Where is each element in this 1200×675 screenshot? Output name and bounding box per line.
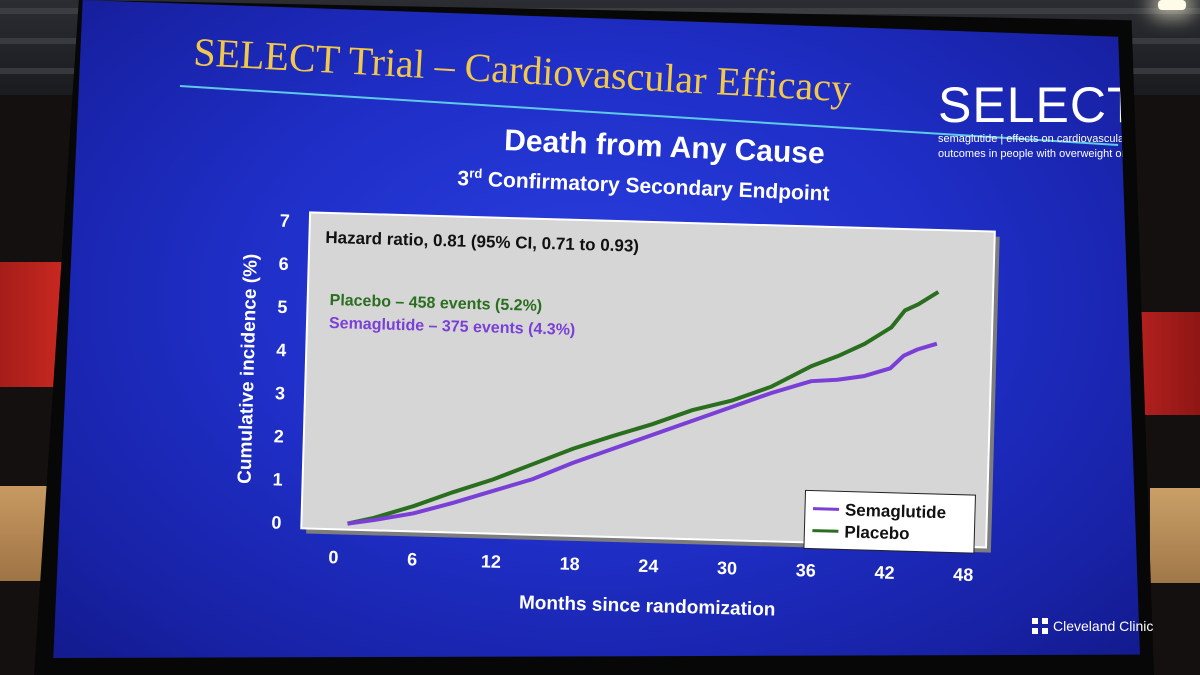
legend-swatch-placebo <box>812 529 839 533</box>
cleveland-clinic-logo: Cleveland Clinic <box>1032 618 1153 634</box>
brand-tagline-line2: outcomes in people with overweight or ob… <box>938 148 1164 160</box>
legend-box <box>803 489 976 554</box>
legend-label-semaglutide: Semaglutide <box>845 500 947 522</box>
x-tick-label: 42 <box>874 562 895 583</box>
stage-wood-panel-right <box>1150 488 1200 583</box>
y-tick-label: 5 <box>277 297 288 317</box>
x-tick-label: 12 <box>481 551 502 572</box>
brand-tagline-line1: semaglutide | effects on cardiovascular <box>938 133 1128 145</box>
x-tick-label: 30 <box>717 558 738 579</box>
x-tick-label: 36 <box>796 560 817 581</box>
y-tick-label: 0 <box>271 512 282 532</box>
y-tick-label: 1 <box>272 469 283 489</box>
chart-legend: Semaglutide Placebo <box>803 489 976 554</box>
placebo-series-line <box>347 290 940 526</box>
x-tick-label: 18 <box>559 554 580 575</box>
legend-label-placebo: Placebo <box>844 522 910 543</box>
x-tick-label: 48 <box>953 565 974 586</box>
y-axis-label: Cumulative incidence (%) <box>235 253 262 484</box>
x-tick-label: 6 <box>407 549 418 569</box>
y-tick-label: 7 <box>280 211 291 231</box>
select-brand-logo: SELECT semaglutide | effects on cardiova… <box>938 77 1164 160</box>
semaglutide-events-annotation: Semaglutide – 375 events (4.3%) <box>329 315 576 339</box>
y-tick-label: 3 <box>275 383 286 403</box>
x-tick-label: 24 <box>638 556 659 577</box>
placebo-events-annotation: Placebo – 458 events (5.2%) <box>329 292 542 315</box>
plot-area <box>300 211 996 549</box>
stage-spotlight <box>1158 0 1186 10</box>
y-tick-label: 2 <box>274 426 285 446</box>
y-tick-label: 6 <box>278 254 289 274</box>
brand-name: SELECT <box>938 77 1139 133</box>
x-tick-label: 0 <box>328 547 339 567</box>
x-axis-label: Months since randomization <box>519 592 776 620</box>
cleveland-clinic-cross-icon <box>1032 618 1048 634</box>
cleveland-clinic-text: Cleveland Clinic <box>1053 618 1154 634</box>
semaglutide-series-line <box>347 341 938 526</box>
y-tick-label: 4 <box>276 340 287 360</box>
legend-swatch-semaglutide <box>812 507 840 511</box>
